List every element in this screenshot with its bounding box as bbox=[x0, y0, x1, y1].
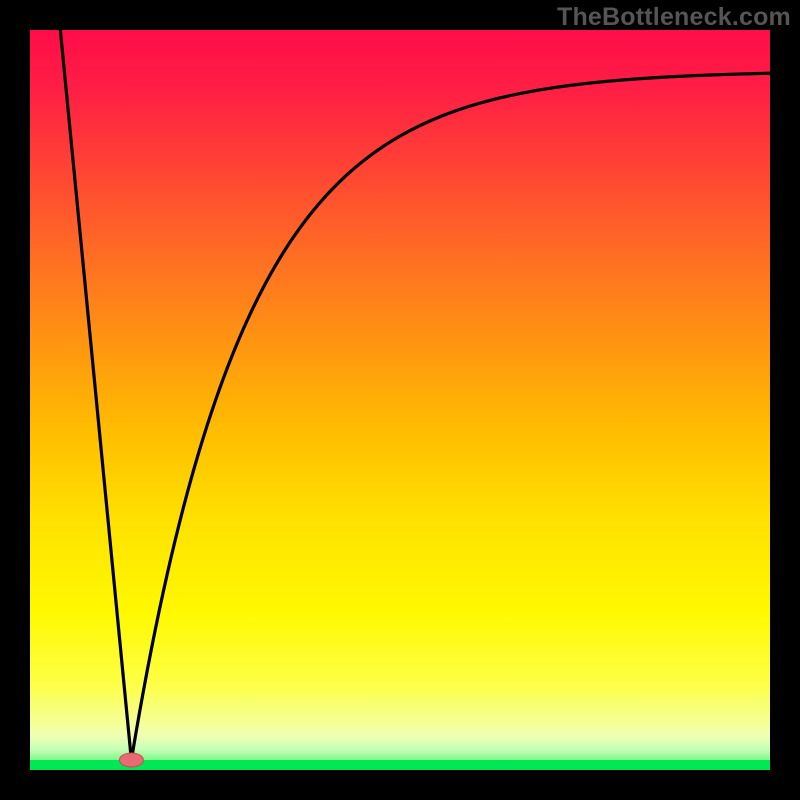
chart-container bbox=[0, 0, 800, 800]
chart-svg bbox=[0, 0, 800, 800]
vertex-marker bbox=[119, 753, 143, 767]
watermark-text: TheBottleneck.com bbox=[557, 3, 791, 32]
